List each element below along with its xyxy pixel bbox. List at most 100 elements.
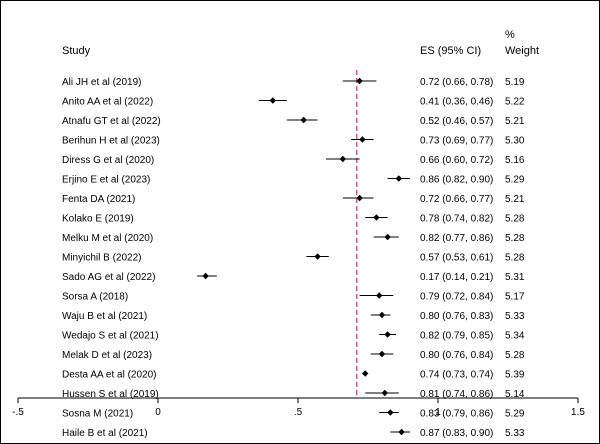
effect-size-label: 0.83 (0.79, 0.86) [420,409,493,420]
x-tick-label: 1 [435,407,441,418]
effect-size-label: 0.41 (0.36, 0.46) [420,97,493,108]
effect-size-label: 0.80 (0.76, 0.84) [420,350,493,361]
point-estimate [395,175,402,182]
study-row: Atnafu GT et al (2022) 0.52 (0.46, 0.57) 5… [62,116,525,127]
weight-label: 5.28 [505,350,525,361]
study-name: Anito AA et al (2022) [62,97,153,108]
point-estimate [356,77,363,85]
point-estimate [378,350,386,358]
point-estimate [384,331,391,338]
effect-size-label: 0.72 (0.66, 0.78) [420,77,493,88]
x-tick-label: -.5 [12,407,24,418]
x-axis-ticks: -.5 0 .5 1 1.5 [12,398,585,418]
study-row: Desta AA et al (2020) 0.74 (0.73, 0.74) 5.… [62,370,525,381]
weight-label: 5.28 [505,214,525,225]
effect-size-label: 0.82 (0.77, 0.86) [420,233,493,244]
weight-label: 5.33 [505,311,525,322]
study-name: Sado AG et al (2022) [62,272,155,283]
study-name: Melak D et al (2023) [62,350,152,361]
point-estimate [378,311,386,319]
study-name: Ali JH et al (2019) [62,77,141,88]
study-name: Waju B et al (2021) [62,311,147,322]
study-row: Diress G et al (2020) 0.66 (0.60, 0.72) 5.… [62,155,525,166]
study-row: Kolako E (2019) 0.78 (0.74, 0.82) 5.28 [62,214,525,225]
study-row: Erjino E et al (2023) 0.86 (0.82, 0.90) 5.… [62,175,525,186]
study-name: Erjino E et al (2023) [62,175,150,186]
weight-label: 5.21 [505,116,525,127]
weight-label: 5.34 [505,331,525,342]
study-row: Ali JH et al (2019) 0.72 (0.66, 0.78) 5.19 [62,77,525,88]
study-name: Minyichil B (2022) [62,253,141,264]
header-es: ES (95% CI) [420,45,481,57]
header-weight: Weight [505,45,539,57]
study-row: Waju B et al (2021) 0.80 (0.76, 0.83) 5.33 [62,311,525,322]
weight-label: 5.29 [505,409,525,420]
point-estimate [202,272,209,280]
weight-label: 5.39 [505,370,525,381]
effect-size-label: 0.82 (0.79, 0.85) [420,331,493,342]
weight-label: 5.21 [505,194,525,205]
point-estimate [398,428,405,436]
effect-size-label: 0.74 (0.73, 0.74) [420,370,493,381]
weight-label: 5.30 [505,136,525,147]
effect-size-label: 0.52 (0.46, 0.57) [420,116,493,127]
effect-size-label: 0.17 (0.14, 0.21) [420,272,493,283]
study-name: Sosna M (2021) [62,409,133,420]
x-tick-label: 1.5 [571,407,585,418]
effect-size-label: 0.80 (0.76, 0.83) [420,311,493,322]
weight-label: 5.31 [505,272,525,283]
point-estimate [339,155,346,163]
weight-label: 5.28 [505,233,525,244]
weight-label: 5.33 [505,428,525,439]
study-rows: Ali JH et al (2019) 0.72 (0.66, 0.78) 5.19… [62,77,525,439]
point-estimate [373,214,380,221]
effect-size-label: 0.86 (0.82, 0.90) [420,175,493,186]
study-row: Wedajo S et al (2021) 0.82 (0.79, 0.85) 5.… [62,331,525,342]
weight-label: 5.22 [505,97,525,108]
study-row: Fenta DA (2021) 0.72 (0.66, 0.77) 5.21 [62,194,525,205]
study-name: Haile B et al (2021) [62,428,148,439]
study-name: Fenta DA (2021) [62,194,135,205]
weight-label: 5.16 [505,155,525,166]
study-name: Atnafu GT et al (2022) [62,116,161,127]
weight-label: 5.19 [505,77,525,88]
header-study: Study [62,45,91,57]
point-estimate [314,253,321,260]
study-row: Haile B et al (2021) 0.87 (0.83, 0.90) 5.3… [62,428,525,439]
point-estimate [362,370,369,377]
header-weight-percent: % [505,29,515,41]
point-estimate [356,194,363,202]
study-row: Hussen S et al (2019) 0.81 (0.74, 0.86) 5.… [62,389,525,400]
point-estimate [387,409,394,416]
effect-size-label: 0.87 (0.83, 0.90) [420,428,493,439]
weight-label: 5.29 [505,175,525,186]
point-estimate [384,233,391,241]
weight-label: 5.28 [505,253,525,264]
study-name: Diress G et al (2020) [62,155,154,166]
point-estimate [381,389,388,397]
study-row: Sado AG et al (2022) 0.17 (0.14, 0.21) 5.3… [62,272,525,283]
point-estimate [376,292,383,299]
effect-size-label: 0.81 (0.74, 0.86) [420,389,493,400]
effect-size-label: 0.66 (0.60, 0.72) [420,155,493,166]
effect-size-label: 0.73 (0.69, 0.77) [420,136,493,147]
effect-size-label: 0.78 (0.74, 0.82) [420,214,493,225]
study-row: Melku M et al (2020) 0.82 (0.77, 0.86) 5.2… [62,233,525,244]
study-row: Melak D et al (2023) 0.80 (0.76, 0.84) 5.2… [62,350,525,361]
study-name: Hussen S et al (2019) [62,389,159,400]
study-row: Minyichil B (2022) 0.57 (0.53, 0.61) 5.28 [62,253,525,264]
study-row: Sorsa A (2018) 0.79 (0.72, 0.84) 5.17 [62,292,525,303]
study-row: Anito AA et al (2022) 0.41 (0.36, 0.46) 5.… [62,97,525,108]
weight-label: 5.17 [505,292,525,303]
effect-size-label: 0.72 (0.66, 0.77) [420,194,493,205]
effect-size-label: 0.79 (0.72, 0.84) [420,292,493,303]
point-estimate [300,116,307,124]
study-row: Sosna M (2021) 0.83 (0.79, 0.86) 5.29 [62,409,525,420]
study-name: Berihun H et al (2023) [62,136,160,147]
x-tick-label: 0 [155,407,161,418]
study-row: Berihun H et al (2023) 0.73 (0.69, 0.77) 5… [62,136,525,147]
point-estimate [359,136,366,143]
study-name: Wedajo S et al (2021) [62,331,159,342]
